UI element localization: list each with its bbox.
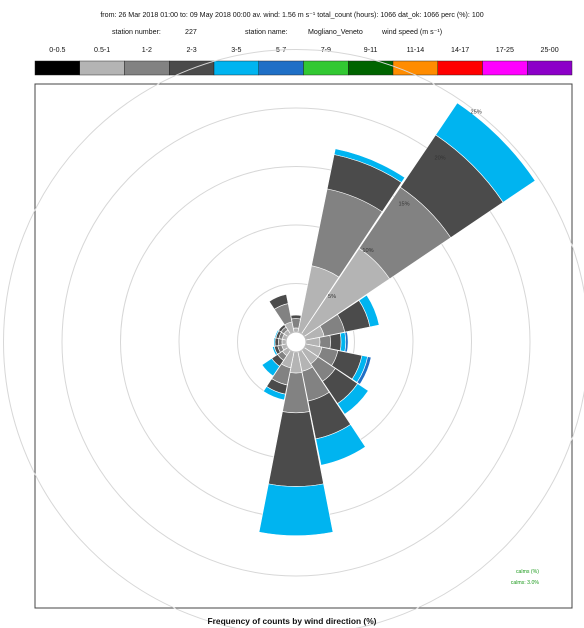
plot-frame [34,83,573,609]
range-ring [61,107,531,577]
speed-class-label: 1-2 [142,46,152,54]
speed-class-swatch [258,60,304,76]
speed-class-label: 17-25 [496,46,514,54]
sector-segment [319,335,331,349]
speed-class-label: 0.5-1 [94,46,110,54]
sector-segment [435,102,536,203]
station-name-value: Mogliano_Veneto [308,28,363,36]
speed-class-swatch [348,60,394,76]
speed-class-swatch [527,60,573,76]
sector-segment [261,357,281,377]
sector-segment [356,356,372,385]
speed-class-label: 9-11 [364,46,378,54]
station-number-label: station number: [112,28,161,36]
sector-segment [278,338,283,346]
speed-class-swatch [437,60,483,76]
speed-class-label: 7-9 [321,46,331,54]
speed-class-legend [34,60,573,76]
sector-segment [258,483,334,536]
sector-segment [262,386,286,401]
speed-class-swatch [482,60,528,76]
speed-class-label: 2-3 [186,46,196,54]
station-name-label: station name: [245,28,288,36]
calm-value: calms: 3.0% [511,580,540,586]
sector-segment [268,294,289,310]
header-text: from: 26 Mar 2018 01:00 to: 09 May 2018 … [100,11,483,19]
sector-segment [329,333,342,351]
ring-label: 25% [470,110,481,116]
speed-class-swatch [213,60,259,76]
speed-class-labels: 0-0.5 0.5-1 1-2 2-3 3-5 5-7 7-9 9-11 11-14 14-17 1… [49,46,558,54]
ring-label: 15% [398,202,409,208]
ring-label: 20% [434,156,445,162]
ring-labels: 5% 10% 15% 20% 25% [328,110,482,300]
chart-title: Frequency of counts by wind direction (%… [208,616,377,626]
sector-segment [290,314,302,320]
speed-class-label: 0-0.5 [49,46,65,54]
sector-segment [344,331,349,353]
speed-class-label: 3-5 [231,46,241,54]
calm-circle [285,331,307,353]
sector-segment [273,337,276,347]
sector-segment [339,332,347,352]
range-ring [3,49,584,628]
speed-class-swatch [124,60,170,76]
speed-class-swatch [79,60,125,76]
ring-label: 10% [362,248,373,254]
sector-segment [333,148,406,183]
sector-segment [272,346,278,356]
speed-class-swatch [34,60,80,76]
speed-class-swatch [303,60,349,76]
calm-label: calms (%) [516,569,539,575]
speed-class-label: 14-17 [451,46,469,54]
ring-label: 5% [328,294,336,300]
sector-segment [337,383,369,415]
sector-bars [258,102,536,536]
speed-class-label: 25-00 [541,46,559,54]
station-number-value: 227 [185,28,197,36]
wind-speed-label: wind speed (m s⁻¹) [381,28,442,36]
sector-segment [358,294,380,328]
speed-class-label: 11-14 [407,46,425,54]
sector-segment [274,337,280,347]
sector-segment [315,424,366,466]
